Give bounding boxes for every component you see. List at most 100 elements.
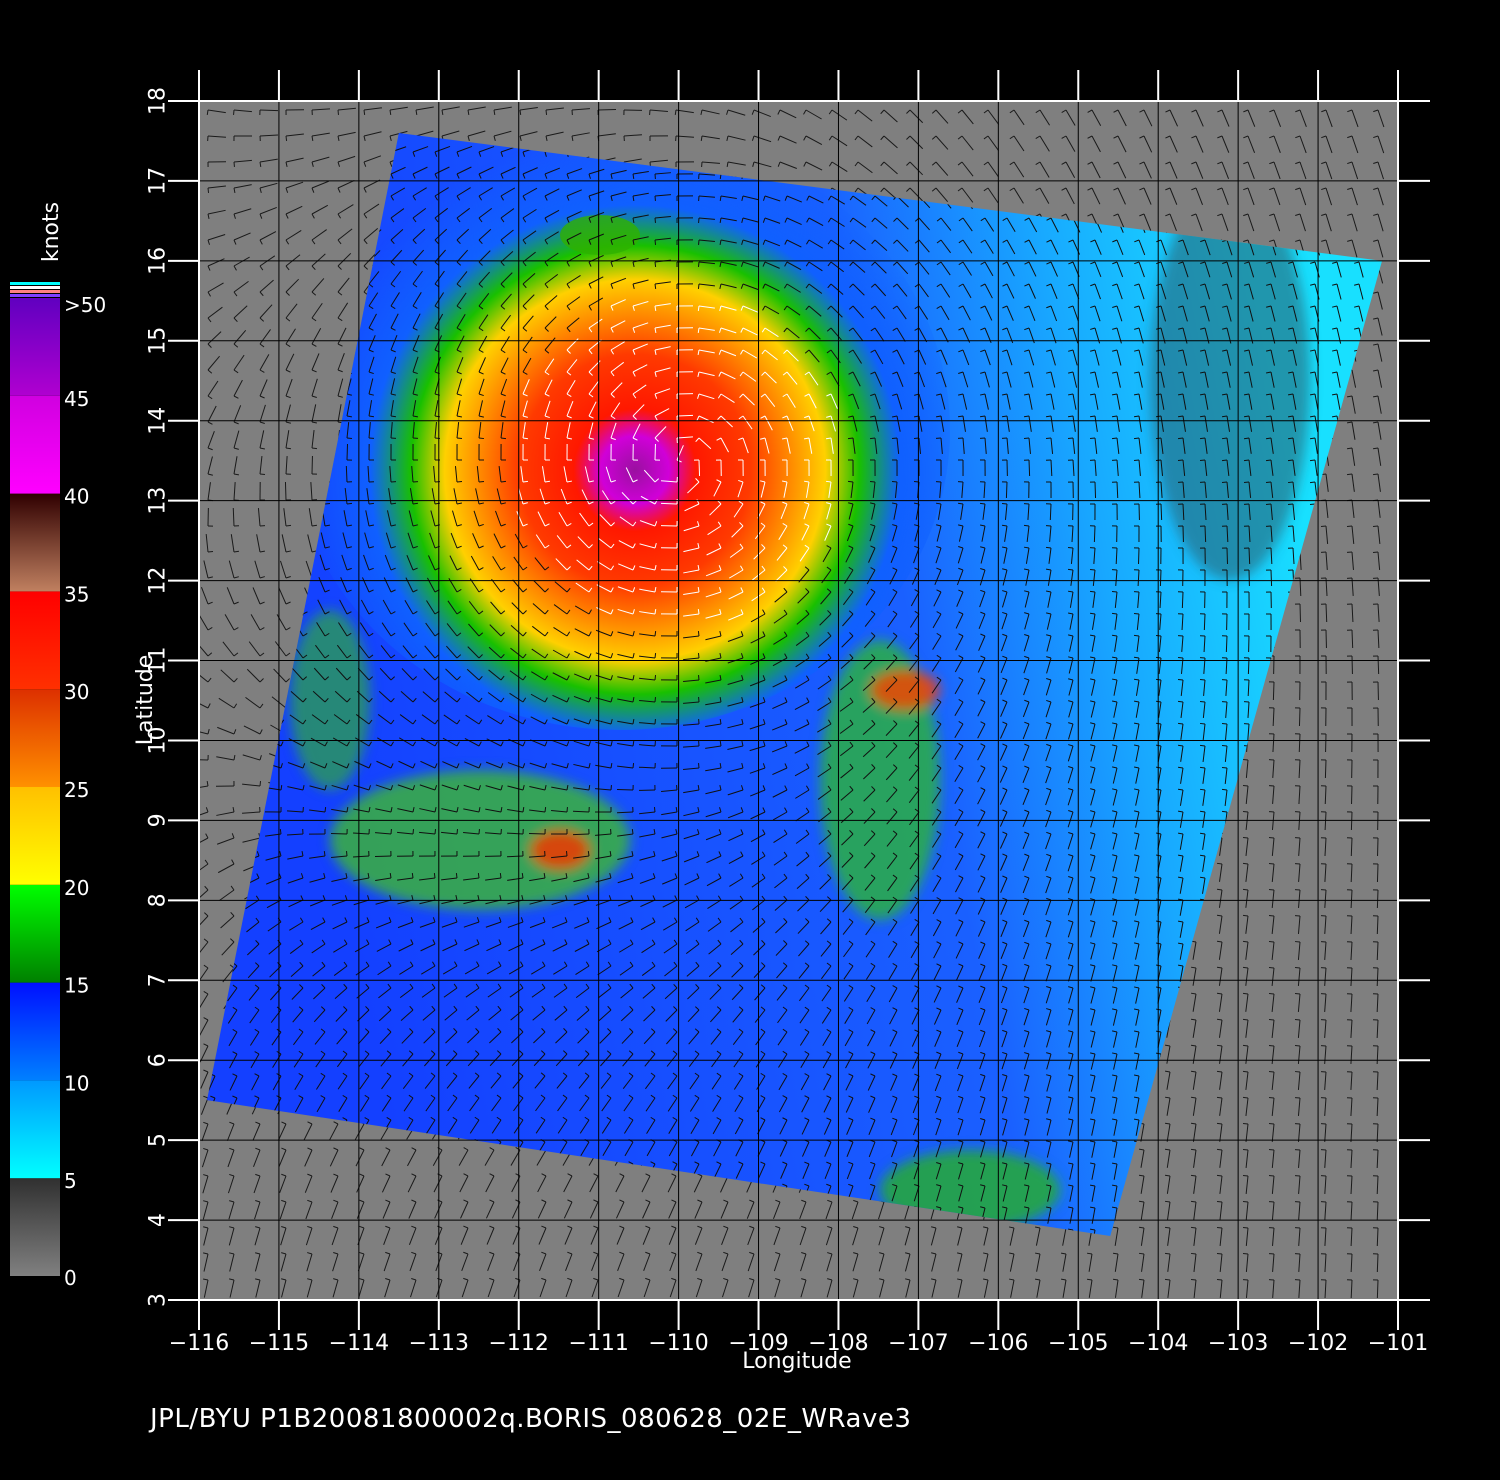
wind-barb: [538, 1227, 547, 1245]
wind-barb: [356, 1175, 365, 1193]
wind-barb: [961, 187, 974, 203]
wind-barb-flag: [307, 1225, 313, 1229]
wind-barb-flag: [619, 1199, 625, 1203]
wind-barb: [1298, 733, 1301, 753]
wind-barb-flag: [1269, 187, 1275, 191]
wind-barb: [883, 135, 898, 149]
wind-barb: [565, 1279, 573, 1298]
wind-barb-flag: [1243, 109, 1249, 113]
wind-barb: [285, 456, 288, 475]
wind-barb: [537, 1175, 547, 1193]
wind-barb-flag: [1112, 1278, 1119, 1281]
wind-barb: [1271, 1123, 1275, 1142]
wind-barb-flag: [1138, 1174, 1145, 1177]
wind-barb: [1271, 863, 1275, 882]
wind-barb: [571, 132, 590, 137]
wind-barb: [303, 1123, 313, 1141]
wind-barb-flag: [752, 161, 755, 167]
wind-barb-flag: [1373, 343, 1379, 346]
wind-barb: [1219, 1253, 1223, 1272]
wind-barb-flag: [519, 135, 522, 141]
wind-barb-flag: [311, 317, 317, 322]
wind-barb: [203, 1227, 209, 1246]
wind-barb: [826, 1253, 833, 1272]
wind-barb-flag: [1164, 1044, 1171, 1047]
wind-barb-flag: [1243, 161, 1249, 165]
wind-barb: [232, 507, 235, 527]
wind-barb-flag: [311, 213, 315, 219]
wind-barb-flag: [259, 755, 262, 761]
wind-barb: [987, 161, 999, 178]
wind-barb-flag: [593, 1199, 599, 1203]
wind-barb-flag: [801, 1278, 807, 1281]
wind-barb: [259, 304, 273, 319]
wind-barb-flag: [697, 1173, 703, 1177]
wind-barb: [1169, 135, 1178, 153]
wind-barb: [1271, 811, 1275, 830]
wind-barb-flag: [311, 291, 317, 296]
wind-barb: [1245, 1175, 1249, 1194]
wind-barb-flag: [1217, 135, 1223, 139]
wind-barb: [363, 227, 379, 241]
wind-barb: [384, 1279, 391, 1298]
wind-barb-flag: [1242, 1174, 1249, 1177]
wind-barb-flag: [207, 265, 211, 271]
wind-barb: [1193, 1201, 1197, 1220]
wind-barb-flag: [801, 1252, 807, 1255]
wind-barb-flag: [231, 833, 235, 839]
wind-barb-flag: [1372, 525, 1379, 528]
wind-barb-flag: [803, 135, 807, 141]
wind-barb: [467, 130, 486, 137]
wind-barb: [857, 135, 873, 148]
wind-barb: [355, 1149, 365, 1167]
wind-barb: [1193, 1279, 1197, 1298]
wind-barb: [233, 109, 252, 113]
wind-barb-flag: [478, 151, 482, 157]
wind-barb: [221, 941, 235, 956]
wind-barb: [930, 1227, 937, 1246]
wind-barb-flag: [259, 729, 263, 735]
wind-barb: [1376, 1097, 1379, 1117]
wind-barb: [1169, 109, 1179, 127]
wind-barb: [389, 106, 408, 111]
wind-barb-flag: [1087, 187, 1093, 191]
wind-barb: [233, 184, 252, 189]
wind-barb: [337, 277, 350, 293]
wind-barb: [1036, 1279, 1041, 1298]
wind-barb: [1169, 213, 1177, 231]
wind-barb: [615, 1175, 625, 1193]
wind-barb: [434, 145, 451, 153]
wind-barb: [1247, 109, 1256, 127]
wind-barb-flag: [1242, 1070, 1249, 1073]
wind-barb-flag: [231, 859, 235, 865]
wind-barb-flag: [337, 213, 342, 219]
wind-barb: [1376, 1071, 1379, 1091]
wind-barb: [1351, 109, 1359, 128]
wind-barb-flag: [411, 1277, 417, 1281]
wind-barb: [228, 560, 235, 579]
wind-barb: [1376, 1227, 1379, 1247]
wind-barb: [1298, 759, 1301, 779]
wind-barb-flag: [1191, 161, 1197, 165]
wind-barb: [1350, 863, 1353, 883]
wind-barb: [337, 404, 342, 423]
wind-barb-flag: [205, 833, 209, 839]
wind-barb: [1009, 1227, 1015, 1246]
wind-barb: [233, 430, 240, 449]
wind-barb: [278, 587, 287, 605]
wind-barb: [1350, 993, 1353, 1012]
wind-barb: [280, 1253, 287, 1272]
wind-barb-flag: [827, 1225, 833, 1229]
wind-barb-flag: [307, 1147, 313, 1151]
wind-barb-flag: [697, 261, 700, 268]
wind-barb: [337, 378, 344, 397]
wind-barb-flag: [285, 550, 291, 553]
wind-barb: [307, 534, 313, 553]
wind-barb: [589, 1201, 599, 1219]
wind-barb: [233, 330, 247, 345]
wind-barb-flag: [1217, 109, 1223, 113]
wind-barb: [1350, 915, 1353, 935]
wind-barb-flag: [1138, 1252, 1145, 1255]
wind-barb-flag: [545, 109, 548, 116]
wind-barb-flag: [255, 1147, 261, 1151]
